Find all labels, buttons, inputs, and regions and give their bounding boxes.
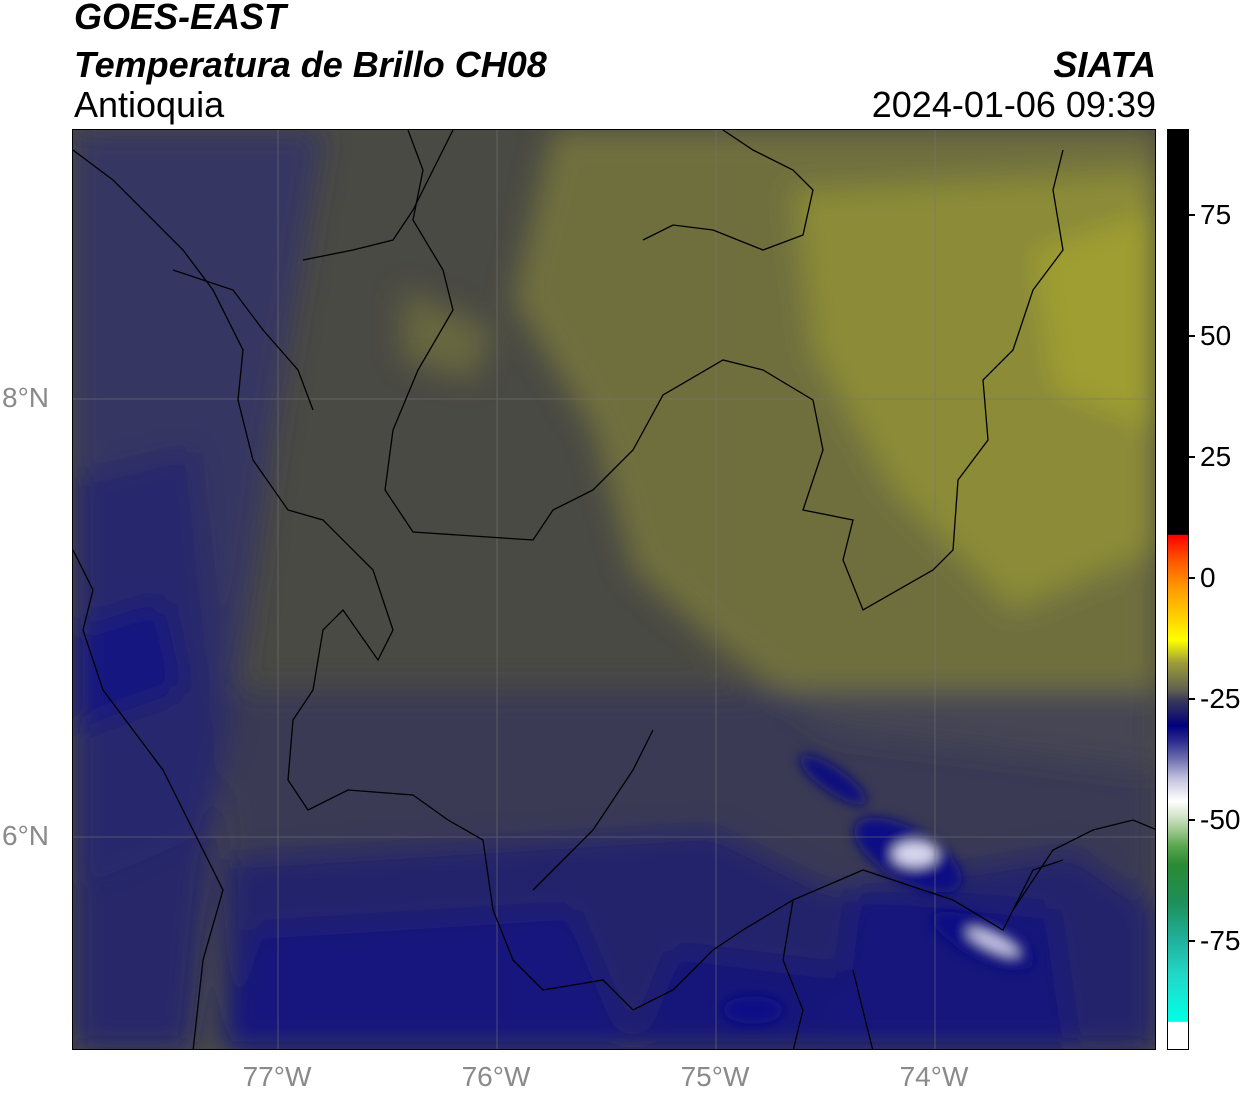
colorbar-label: -75 [1200, 925, 1241, 956]
core-3 [799, 755, 867, 805]
colorbar [1167, 129, 1189, 1050]
colorbar-tick [1189, 335, 1195, 337]
x-tick-label: 74°W [899, 1061, 969, 1092]
santander-border [1012, 819, 1155, 911]
caldas-border [782, 899, 804, 1049]
brightness-temperature-map [73, 130, 1155, 1049]
choco-border [73, 549, 224, 1049]
southwest-coldest-region [223, 910, 633, 1049]
colorbar-tick [1189, 819, 1195, 821]
temperature-field [73, 130, 1155, 1049]
colorbar-label: -50 [1200, 804, 1241, 835]
colorbar-tick [1189, 577, 1195, 579]
product-title: Temperatura de Brillo CH08 [74, 44, 547, 85]
core-4 [723, 996, 783, 1024]
east-warm-core [1033, 210, 1155, 430]
west-coast-cold-patch [73, 600, 183, 730]
colorbar-label: 25 [1200, 441, 1232, 472]
boyaca-border [852, 969, 874, 1049]
satellite-title: GOES-EAST [74, 0, 287, 37]
cordoba-bolivar-border [642, 130, 814, 251]
x-tick-label: 75°W [680, 1061, 750, 1092]
x-tick-label: 76°W [461, 1061, 531, 1092]
region-label: Antioquia [74, 84, 225, 125]
timestamp-label: 2024-01-06 09:39 [871, 84, 1156, 125]
colorbar-label: 75 [1200, 199, 1232, 230]
coastline-north [302, 130, 454, 261]
y-tick-label: 6°N [2, 820, 49, 851]
graticule [73, 130, 1155, 1049]
core-2-center [967, 928, 1019, 956]
convective-cores [723, 755, 1034, 1024]
x-tick-label: 77°W [242, 1061, 312, 1092]
y-tick-label: 8°N [2, 382, 49, 413]
colorbar-label: 50 [1200, 320, 1232, 351]
map-panel [72, 129, 1156, 1050]
colorbar-label: 0 [1200, 562, 1216, 593]
core-1-center [893, 842, 937, 866]
colorbar-tick [1189, 214, 1195, 216]
colorbar-label: -25 [1200, 683, 1241, 714]
coastline-uraba [172, 269, 314, 411]
administrative-borders [73, 130, 1155, 1049]
colorbar-tick [1189, 940, 1195, 942]
antioquia-border-west-south [73, 149, 1064, 1011]
colorbar-tick [1189, 456, 1195, 458]
valle-aburra-border [532, 729, 654, 891]
colorbar-tick [1189, 698, 1195, 700]
brand-label: SIATA [1053, 44, 1156, 85]
southeast-cold-region [833, 890, 1073, 1049]
antioquia-border-north-east [384, 130, 1064, 611]
